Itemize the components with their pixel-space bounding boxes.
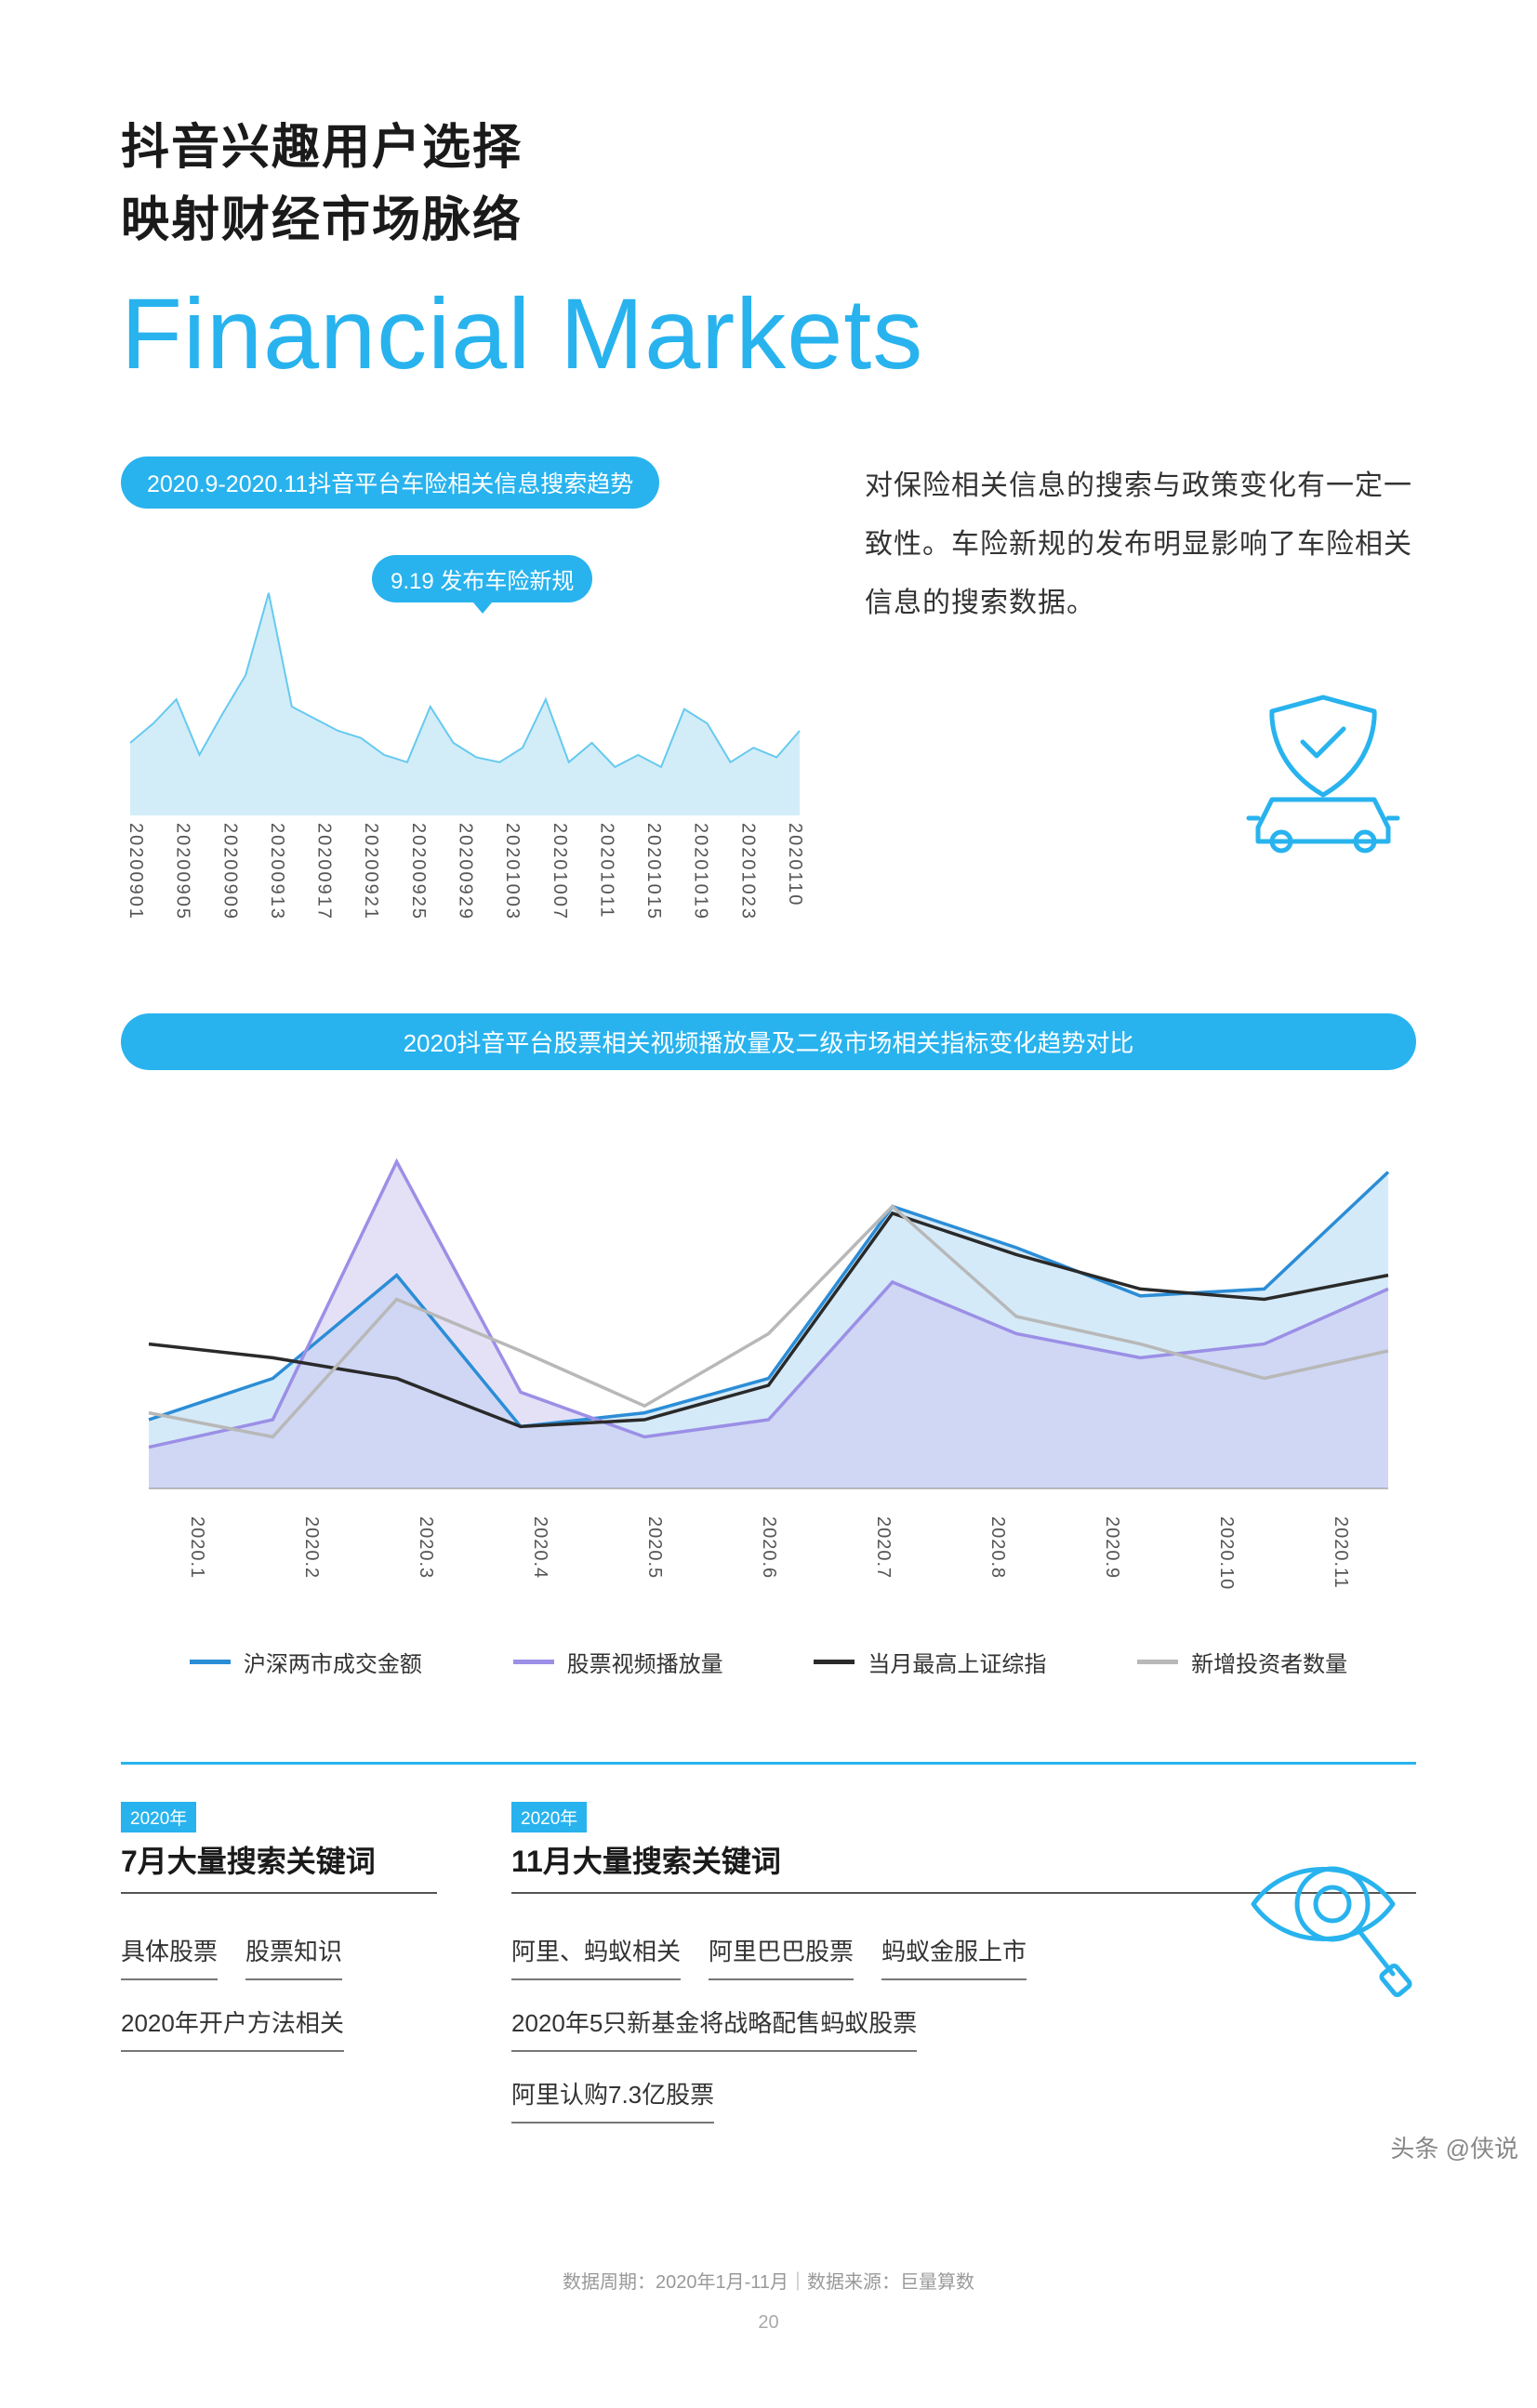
chart2-area bbox=[121, 1117, 1416, 1507]
heading-cn-1: 抖音兴趣用户选择 bbox=[121, 112, 1416, 184]
legend-item: 当月最高上证综指 bbox=[814, 1646, 1046, 1678]
footer-source: 数据周期：2020年1月-11月｜数据来源：巨量算数 bbox=[121, 2267, 1416, 2294]
footer-page: 20 bbox=[121, 2312, 1416, 2334]
keyword-tag: 2020年开户方法相关 bbox=[121, 1993, 344, 2052]
year-badge: 2020年 bbox=[121, 1802, 196, 1832]
chart2-legend: 沪深两市成交金额 股票视频播放量 当月最高上证综指 新增投资者数量 bbox=[121, 1646, 1416, 1678]
legend-item: 沪深两市成交金额 bbox=[190, 1646, 422, 1678]
heading-cn-2: 映射财经市场脉络 bbox=[121, 184, 1416, 257]
chart1-xlabels: 2020090120200905202009092020091320200917… bbox=[121, 823, 809, 920]
keyword-tag: 阿里巴巴股票 bbox=[709, 1922, 854, 1980]
watermark: 头条 @侠说 bbox=[1390, 2130, 1518, 2164]
description-text: 对保险相关信息的搜索与政策变化有一定一致性。车险新规的发布明显影响了车险相关信息… bbox=[865, 456, 1416, 632]
keywords-col-july: 2020年 7月大量搜索关键词 具体股票股票知识2020年开户方法相关 bbox=[121, 1802, 437, 2137]
chart1-pill: 2020.9-2020.11抖音平台车险相关信息搜索趋势 bbox=[121, 456, 659, 509]
keyword-tag: 2020年5只新基金将战略配售蚂蚁股票 bbox=[511, 1993, 917, 2052]
divider bbox=[121, 1762, 1416, 1765]
keyword-tag: 蚂蚁金服上市 bbox=[881, 1922, 1027, 1980]
chart2-xlabels: 2020.12020.22020.32020.42020.52020.62020… bbox=[121, 1516, 1416, 1590]
chart2-pill: 2020抖音平台股票相关视频播放量及二级市场相关指标变化趋势对比 bbox=[121, 1013, 1416, 1070]
chart1-callout: 9.19 发布车险新规 bbox=[372, 555, 592, 614]
keyword-tag: 具体股票 bbox=[121, 1922, 218, 1980]
chart1-area: 9.19 发布车险新规 bbox=[121, 536, 809, 815]
year-badge: 2020年 bbox=[511, 1802, 587, 1832]
heading-en: Financial Markets bbox=[121, 275, 1416, 391]
legend-item: 新增投资者数量 bbox=[1137, 1646, 1347, 1678]
eye-magnifier-icon bbox=[1239, 1839, 1416, 2002]
legend-item: 股票视频播放量 bbox=[513, 1646, 723, 1678]
keyword-tag: 阿里、蚂蚁相关 bbox=[511, 1922, 681, 1980]
shield-car-icon bbox=[865, 688, 1416, 860]
keyword-tag: 阿里认购7.3亿股票 bbox=[511, 2065, 714, 2124]
keyword-tag: 股票知识 bbox=[245, 1922, 342, 1980]
